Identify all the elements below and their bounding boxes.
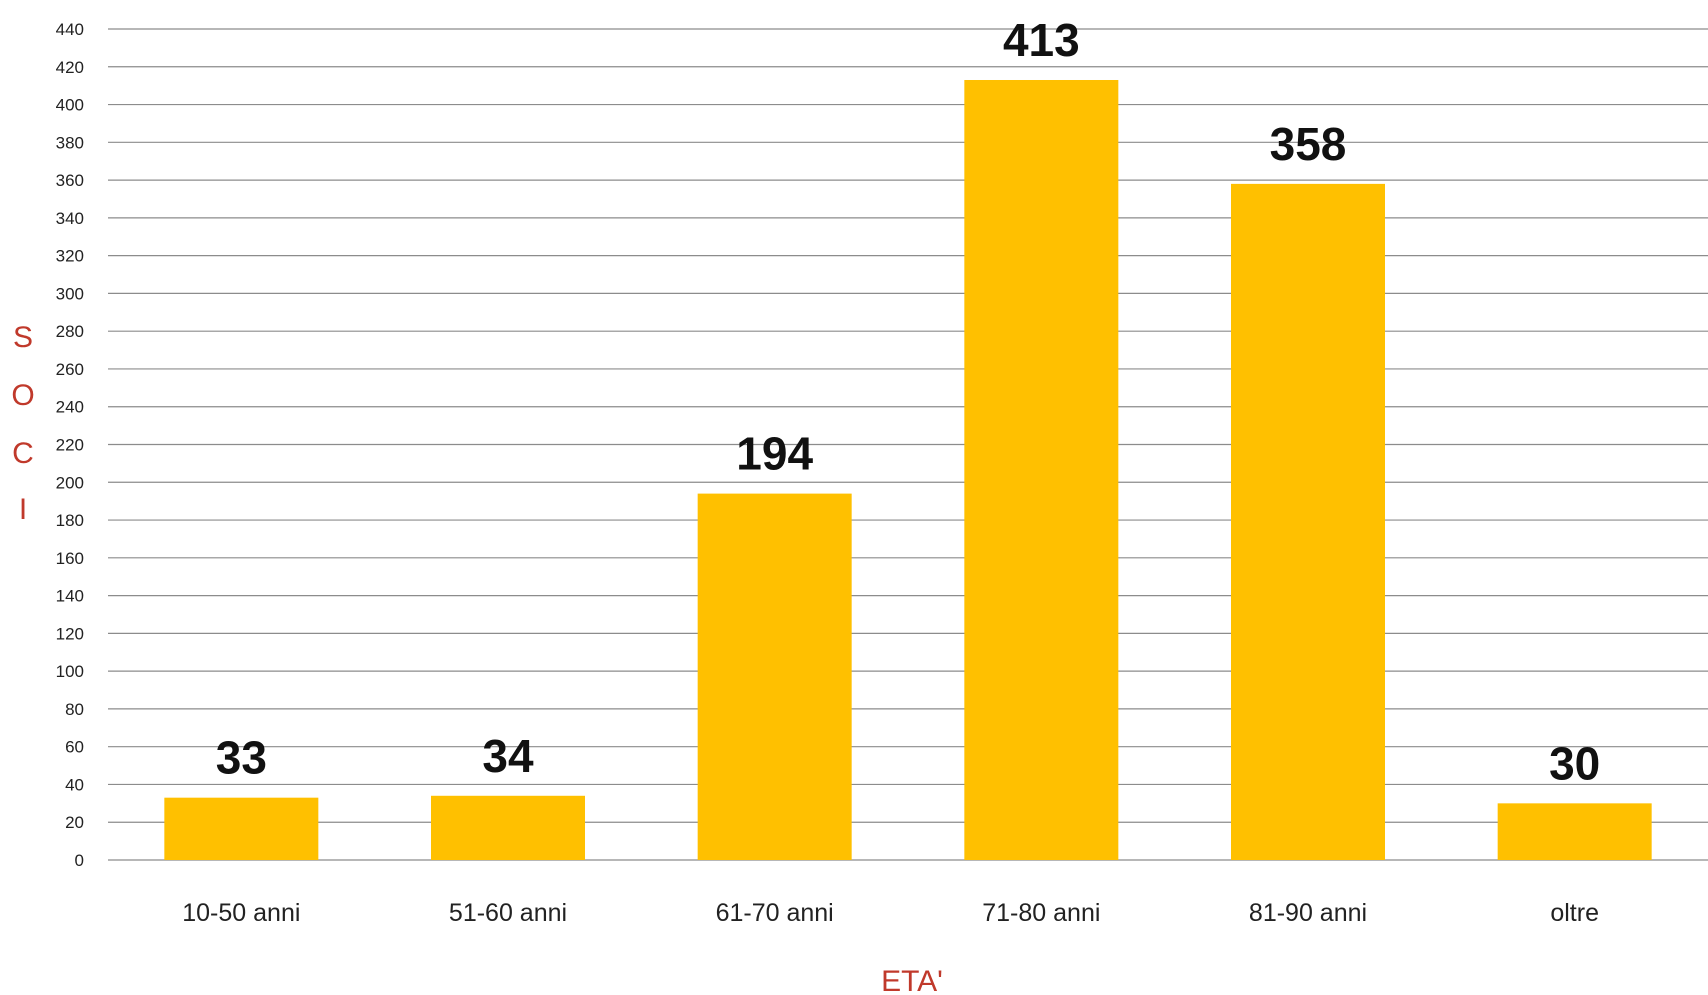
x-tick-label: 61-70 anni (716, 899, 834, 927)
y-tick-label: 320 (56, 247, 84, 266)
bar (1498, 803, 1652, 860)
y-tick-label: 220 (56, 436, 84, 455)
data-label: 358 (1270, 118, 1347, 170)
y-tick-label: 260 (56, 360, 84, 379)
bar (431, 796, 585, 860)
y-tick-label: 300 (56, 284, 84, 303)
data-label: 194 (736, 428, 813, 480)
y-tick-label: 60 (65, 738, 84, 757)
x-axis-title: ETA' (881, 965, 943, 995)
y-tick-label: 360 (56, 171, 84, 190)
y-tick-label: 0 (75, 851, 84, 870)
y-axis-ticks: 0 20 40 60 80 100 120 140 160 180 200 220 240 260 280 3… (56, 20, 84, 870)
data-label: 30 (1549, 737, 1600, 789)
y-tick-label: 420 (56, 58, 84, 77)
y-tick-label: 80 (65, 700, 84, 719)
y-tick-label: 160 (56, 549, 84, 568)
bar (964, 80, 1118, 860)
bars (164, 80, 1651, 860)
category-labels: 10-50 anni 51-60 anni 61-70 anni 71-80 anni… (182, 899, 1599, 927)
bar (1231, 184, 1385, 860)
y-tick-label: 120 (56, 624, 84, 643)
x-tick-label: oltre (1550, 899, 1599, 927)
y-tick-label: 40 (65, 775, 84, 794)
y-axis-title-letter: I (19, 493, 27, 526)
x-tick-label: 51-60 anni (449, 899, 567, 927)
y-axis-title-letter: O (11, 379, 34, 412)
data-label: 33 (216, 732, 267, 784)
y-tick-label: 180 (56, 511, 84, 530)
y-tick-label: 440 (56, 20, 84, 39)
gridlines (108, 29, 1708, 860)
y-tick-label: 280 (56, 322, 84, 341)
y-axis-title-letter: S (13, 321, 33, 354)
x-tick-label: 71-80 anni (982, 899, 1100, 927)
y-tick-label: 400 (56, 96, 84, 115)
data-labels: 33 34 194 413 358 30 (216, 14, 1601, 789)
y-tick-label: 200 (56, 473, 84, 492)
y-tick-label: 240 (56, 398, 84, 417)
bar (164, 798, 318, 860)
data-label: 34 (482, 730, 534, 782)
y-axis-title-letter: C (12, 437, 34, 470)
y-tick-label: 380 (56, 133, 84, 152)
x-tick-label: 10-50 anni (182, 899, 300, 927)
bar (698, 494, 852, 860)
y-tick-label: 20 (65, 813, 84, 832)
x-tick-label: 81-90 anni (1249, 899, 1367, 927)
y-tick-label: 340 (56, 209, 84, 228)
y-tick-label: 100 (56, 662, 84, 681)
y-tick-label: 140 (56, 587, 84, 606)
data-label: 413 (1003, 14, 1080, 66)
